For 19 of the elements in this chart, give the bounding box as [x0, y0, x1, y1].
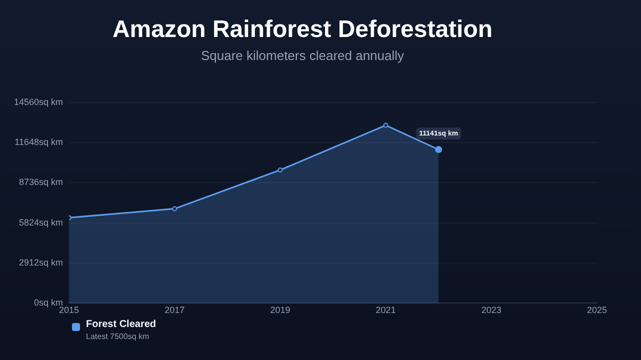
y-tick-label: 8736sq km	[19, 177, 64, 188]
y-tick-label: 11648sq km	[14, 137, 64, 148]
point	[172, 206, 178, 212]
y-tick-label: 2912sq km	[19, 258, 64, 268]
point	[278, 167, 283, 172]
chart-title: Amazon Rainforest Deforestation	[112, 16, 493, 44]
x-tick-label: 2017	[164, 305, 185, 316]
chart-subtitle: Square kilometers cleared annually	[200, 48, 405, 64]
y-tick-label: 5824sq km	[19, 217, 64, 228]
x-tick-label: 2023	[481, 305, 502, 316]
legend-label: Forest Cleared	[86, 318, 156, 331]
y-tick-label: 0sq km	[34, 298, 64, 308]
x-tick-label: 2021	[376, 305, 396, 316]
x-tick-label: 2019	[270, 305, 290, 316]
point	[383, 122, 388, 128]
x-tick-label: 2025	[586, 305, 608, 316]
text: Latest 7500sq km	[86, 331, 150, 342]
x-tick-label: 2015	[59, 305, 80, 316]
y-tick-label: 14560sq km	[14, 96, 64, 107]
